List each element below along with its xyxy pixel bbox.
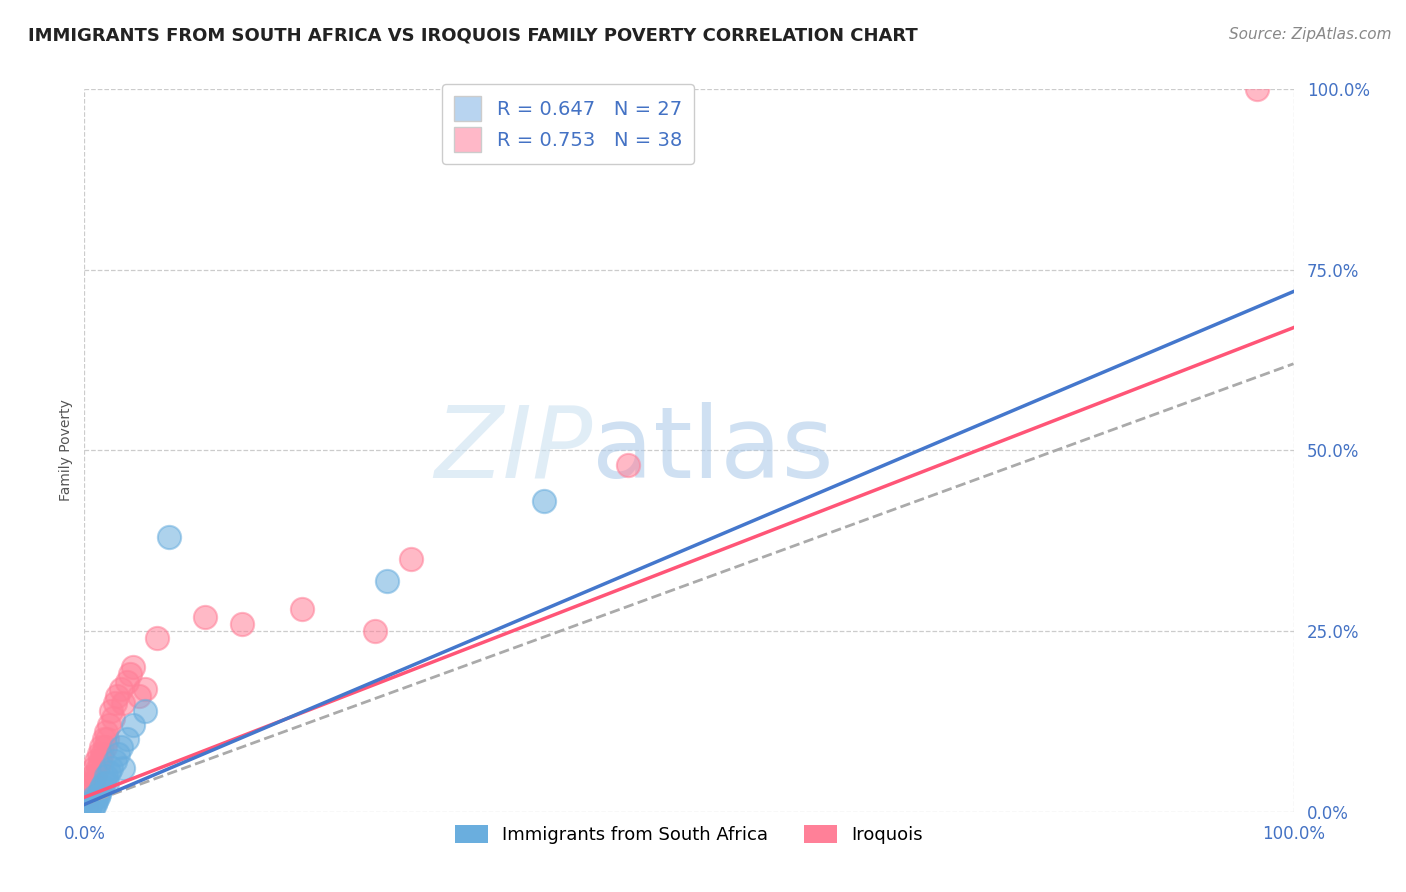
Point (1246, 82, 1268, 96)
Point (110, 681, 132, 696)
Point (533, 494, 555, 508)
Point (115, 674, 138, 689)
Point (134, 704, 156, 718)
Y-axis label: Family Poverty: Family Poverty (59, 400, 73, 501)
Point (89, 783, 111, 797)
Point (96, 732, 118, 747)
Point (104, 754, 127, 768)
Point (90, 739, 112, 754)
Point (291, 602, 314, 616)
Text: Source: ZipAtlas.com: Source: ZipAtlas.com (1229, 27, 1392, 42)
Point (79, 776, 101, 790)
Point (82, 776, 104, 790)
Point (77, 790, 100, 805)
Point (94, 739, 117, 754)
Point (97, 718, 120, 732)
Point (128, 689, 150, 703)
Point (112, 761, 135, 775)
Point (103, 711, 125, 725)
Legend: Immigrants from South Africa, Iroquois: Immigrants from South Africa, Iroquois (446, 816, 932, 854)
Text: atlas: atlas (592, 402, 834, 499)
Point (96, 776, 118, 790)
Point (77, 801, 100, 815)
Point (121, 718, 143, 732)
Point (121, 660, 143, 674)
Point (94, 725, 117, 739)
Point (363, 624, 385, 639)
Point (83, 790, 105, 805)
Point (120, 667, 142, 681)
Point (104, 696, 127, 710)
Point (79, 797, 101, 812)
Point (157, 530, 180, 544)
Point (91, 747, 114, 761)
Point (82, 801, 104, 815)
Point (86, 761, 108, 775)
Point (134, 681, 156, 696)
Point (617, 458, 640, 472)
Point (110, 739, 132, 754)
Point (100, 761, 122, 775)
Point (91, 780, 114, 794)
Point (89, 754, 111, 768)
Point (77, 805, 100, 819)
Point (146, 632, 169, 646)
Point (231, 616, 253, 631)
Point (87, 787, 110, 801)
Point (87, 747, 110, 761)
Point (84, 769, 107, 783)
Point (80, 794, 103, 808)
Point (86, 754, 108, 768)
Point (86, 794, 108, 808)
Point (399, 551, 422, 566)
Point (112, 696, 135, 710)
Point (86, 790, 108, 805)
Point (77, 783, 100, 797)
Text: ZIP: ZIP (434, 402, 592, 499)
Point (83, 761, 105, 775)
Point (375, 574, 398, 588)
Point (80, 769, 103, 783)
Point (84, 797, 107, 812)
Point (105, 689, 128, 703)
Point (93, 776, 115, 790)
Point (97, 764, 120, 779)
Point (100, 704, 122, 718)
Point (93, 732, 115, 747)
Text: IMMIGRANTS FROM SOUTH AFRICA VS IROQUOIS FAMILY POVERTY CORRELATION CHART: IMMIGRANTS FROM SOUTH AFRICA VS IROQUOIS… (28, 27, 918, 45)
Point (194, 609, 217, 624)
Point (76, 797, 98, 812)
Point (107, 747, 129, 761)
Point (94, 769, 117, 783)
Point (115, 732, 138, 747)
